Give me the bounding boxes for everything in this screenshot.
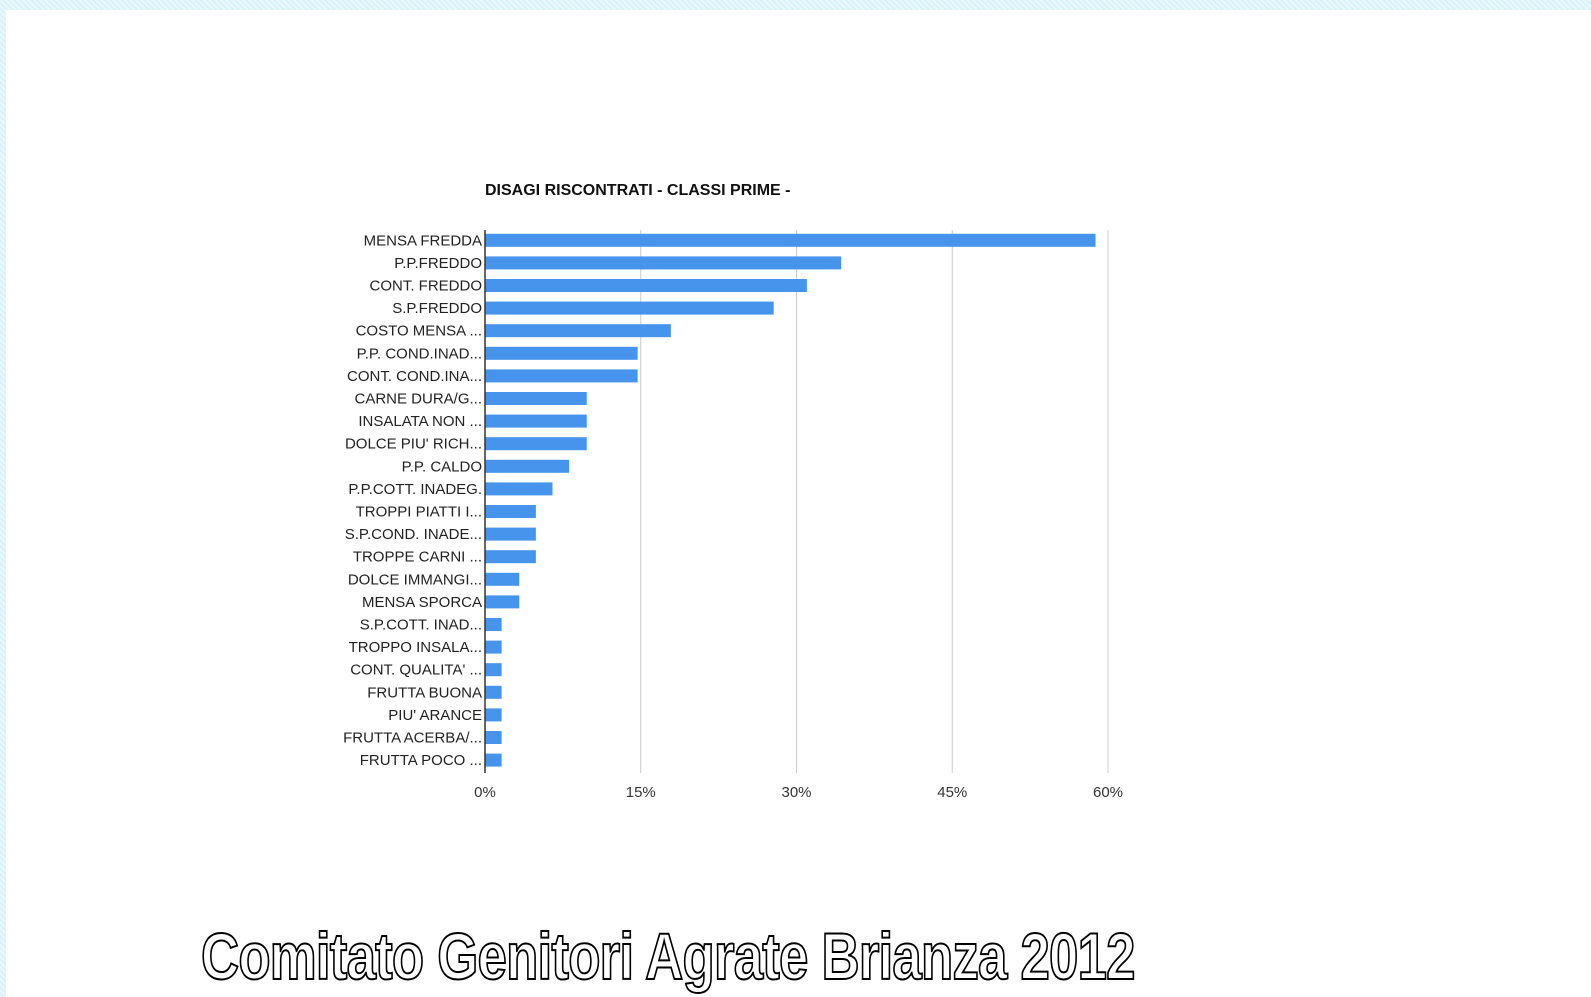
bar: [485, 753, 502, 767]
bar: [485, 640, 502, 654]
bar: [485, 527, 536, 541]
chart-title: DISAGI RISCONTRATI - CLASSI PRIME -: [485, 182, 790, 199]
category-label: CONT. FREDDO: [370, 278, 483, 295]
x-tick-labels: 0% 15% 30% 45% 60%: [474, 784, 1123, 801]
category-label: DOLCE PIU' RICH...: [345, 436, 482, 453]
bar: [485, 324, 671, 338]
bars: [485, 233, 1096, 767]
x-tick-label: 45%: [937, 784, 967, 801]
bar-chart: DISAGI RISCONTRATI - CLASSI PRIME - MENS…: [343, 182, 1123, 801]
bar: [485, 301, 774, 315]
category-label: FRUTTA POCO ...: [360, 752, 482, 769]
category-label: S.P.COTT. INAD...: [360, 617, 482, 634]
category-label: TROPPI PIATTI I...: [356, 504, 482, 521]
category-label: COSTO MENSA ...: [356, 323, 482, 340]
category-label: S.P.COND. INADE...: [345, 526, 482, 543]
category-label: FRUTTA BUONA: [367, 684, 482, 701]
x-tick-label: 0%: [474, 784, 496, 801]
gridlines: [640, 230, 1109, 773]
bar: [485, 369, 638, 383]
bar: [485, 437, 587, 451]
bar: [485, 459, 570, 473]
bar: [485, 685, 502, 699]
category-label: TROPPO INSALA...: [349, 639, 482, 656]
category-label: CONT. QUALITA' ...: [350, 662, 482, 679]
slide: DISAGI RISCONTRATI - CLASSI PRIME - MENS…: [6, 10, 1591, 997]
category-label: CARNE DURA/G...: [354, 391, 482, 408]
category-label: PIU' ARANCE: [388, 707, 482, 724]
category-label: MENSA FREDDA: [364, 232, 482, 249]
bar: [485, 572, 520, 586]
category-label: P.P.FREDDO: [394, 255, 482, 272]
footer-title: Comitato Genitori Agrate Brianza 2012: [200, 918, 1136, 994]
category-label: P.P. COND.INAD...: [357, 345, 482, 362]
bar: [485, 392, 587, 405]
bar: [485, 731, 502, 744]
category-label: DOLCE IMMANGI...: [348, 571, 482, 588]
category-label: TROPPE CARNI ...: [353, 549, 482, 566]
category-label: P.P.COTT. INADEG.: [348, 481, 482, 498]
bar: [485, 346, 638, 360]
category-label: P.P. CALDO: [402, 458, 482, 475]
bar: [485, 505, 536, 518]
category-label: S.P.FREDDO: [392, 300, 482, 317]
bar: [485, 279, 807, 292]
x-tick-label: 30%: [781, 784, 811, 801]
category-label: CONT. COND.INA...: [347, 368, 482, 385]
bar: [485, 256, 842, 270]
category-label: MENSA SPORCA: [362, 594, 482, 611]
x-tick-label: 60%: [1093, 784, 1123, 801]
bar: [485, 708, 502, 722]
bar: [485, 618, 502, 631]
bar: [485, 550, 536, 564]
bar: [485, 233, 1096, 247]
category-label: FRUTTA ACERBA/...: [343, 730, 482, 747]
category-label: INSALATA NON ...: [358, 413, 482, 430]
bar: [485, 595, 520, 609]
bar: [485, 663, 502, 677]
category-labels: MENSA FREDDA P.P.FREDDO CONT. FREDDO S.P.FR…: [343, 232, 482, 769]
x-tick-label: 15%: [626, 784, 656, 801]
bar: [485, 482, 553, 496]
bar: [485, 414, 587, 428]
